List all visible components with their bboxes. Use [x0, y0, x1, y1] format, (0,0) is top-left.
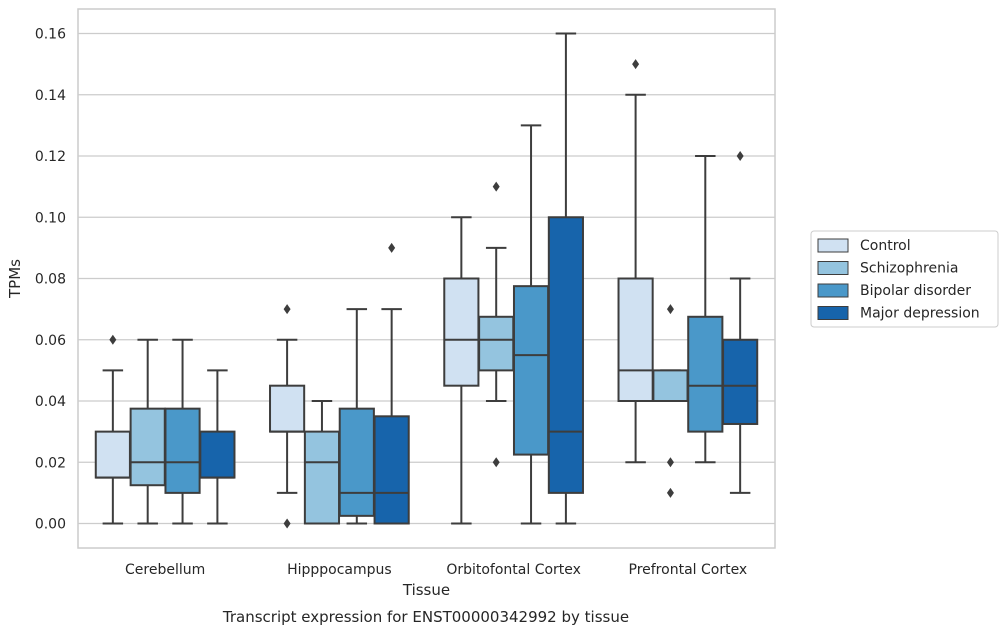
box-body: [373, 415, 410, 525]
box: [722, 151, 759, 494]
plot-frame: [77, 8, 776, 549]
y-axis-label: TPMs: [6, 259, 24, 299]
outlier-point: [283, 518, 291, 529]
box-body: [652, 369, 689, 402]
box: [94, 334, 131, 525]
outlier-point: [736, 151, 744, 161]
box: [478, 181, 515, 468]
outlier-point: [388, 242, 396, 253]
box-body: [478, 315, 515, 372]
outlier-point: [666, 457, 674, 468]
box: [617, 59, 654, 464]
box: [303, 400, 341, 525]
legend-item: Major depression: [817, 306, 980, 322]
legend-swatch: [817, 261, 849, 275]
box-body: [547, 216, 584, 494]
box: [547, 32, 584, 525]
box: [373, 242, 410, 525]
legend-swatch: [817, 283, 849, 298]
legend-item: Control: [817, 238, 911, 254]
box-body: [338, 407, 375, 517]
box: [652, 304, 689, 498]
x-tick-label: Orbitofontal Cortex: [446, 562, 581, 578]
legend-label: Major depression: [860, 306, 980, 322]
box-series: [94, 32, 759, 529]
y-tick-label: 0.16: [35, 27, 66, 43]
x-tick-label: Cerebellum: [125, 562, 205, 578]
box: [512, 124, 550, 525]
box-body: [269, 384, 306, 433]
box: [338, 308, 375, 525]
x-tick-label: Prefrontal Cortex: [629, 562, 748, 578]
box: [129, 338, 166, 525]
outlier-point: [492, 181, 500, 192]
y-tick-label: 0.10: [35, 210, 66, 226]
box-body: [303, 430, 341, 525]
legend-item: Schizophrenia: [817, 261, 958, 277]
y-tick-label: 0.04: [35, 394, 66, 410]
y-tick-label: 0.00: [35, 517, 66, 533]
box: [164, 338, 201, 525]
box: [269, 304, 306, 529]
legend-swatch: [817, 238, 849, 253]
y-tick-label: 0.02: [35, 455, 66, 471]
x-axis-label: Tissue: [402, 581, 450, 599]
x-axis-ticks: Cerebellum Hipppocampus Orbitofontal Corte…: [125, 562, 747, 578]
series-control: [94, 59, 654, 529]
box-body: [94, 430, 131, 479]
outlier-point: [109, 334, 117, 345]
y-axis-ticks: 0.00 0.02 0.04 0.06 0.08 0.10 0.12 0.14 0.16: [35, 27, 66, 533]
legend: Control Schizophrenia Bipolar disorder Majo…: [810, 230, 999, 328]
series-major-depression: [199, 32, 759, 525]
legend-label: Bipolar disorder: [860, 283, 971, 299]
box-body: [443, 277, 480, 387]
outlier-point: [283, 304, 291, 315]
x-tick-label: Hipppocampus: [287, 562, 392, 578]
outlier-point: [666, 487, 674, 498]
outlier-point: [492, 457, 500, 468]
box-body: [129, 407, 166, 487]
box-body: [722, 338, 759, 425]
chart-caption: Transcript expression for ENST0000034299…: [222, 608, 629, 626]
y-tick-label: 0.06: [35, 333, 66, 349]
box: [443, 216, 480, 525]
legend-item: Bipolar disorder: [817, 283, 971, 299]
outlier-point: [632, 59, 640, 70]
legend-label: Control: [860, 238, 911, 254]
y-tick-label: 0.14: [35, 88, 66, 104]
box-body: [687, 315, 724, 433]
y-tick-label: 0.08: [35, 272, 66, 288]
legend-frame: [810, 230, 999, 328]
legend-label: Schizophrenia: [860, 261, 958, 277]
box: [199, 369, 236, 525]
box: [687, 155, 724, 464]
box-body: [199, 430, 236, 479]
box-body: [512, 285, 550, 456]
box-body: [617, 277, 654, 402]
y-tick-label: 0.12: [35, 149, 66, 165]
box-body: [164, 407, 201, 494]
legend-swatch: [817, 306, 849, 320]
outlier-point: [666, 304, 674, 315]
